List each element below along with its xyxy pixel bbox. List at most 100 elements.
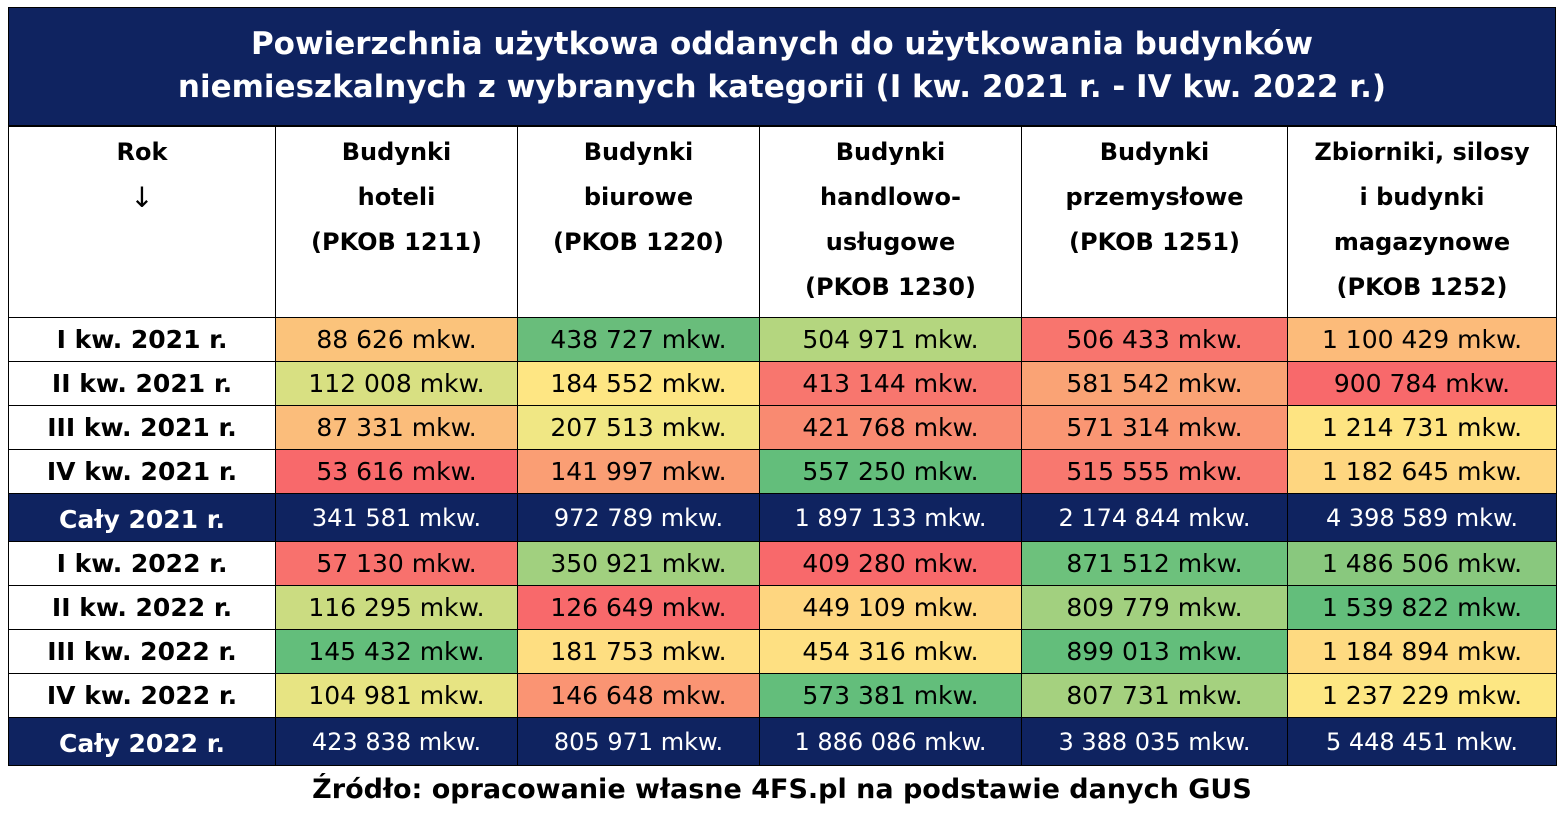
table-cell: 972 789 mkw. bbox=[517, 493, 760, 542]
title-line-2: niemieszkalnych z wybranych kategorii (I… bbox=[177, 69, 1387, 105]
row-label: Cały 2021 r. bbox=[8, 493, 276, 542]
header-col-biurowe: Budynki biurowe (PKOB 1220) bbox=[517, 126, 760, 318]
table-cell: 504 971 mkw. bbox=[759, 317, 1022, 362]
table-cell: 126 649 mkw. bbox=[517, 585, 760, 630]
header-line: Budynki bbox=[1099, 138, 1210, 166]
row-label: IV kw. 2022 r. bbox=[8, 673, 276, 718]
table-row: IV kw. 2022 r. 104 981 mkw. 146 648 mkw. 57… bbox=[8, 673, 1557, 718]
row-label: IV kw. 2021 r. bbox=[8, 449, 276, 494]
header-rok: Rok ↓ bbox=[8, 126, 276, 318]
table-cell: 423 838 mkw. bbox=[275, 717, 518, 766]
table-cell: 184 552 mkw. bbox=[517, 361, 760, 406]
table-cell: 57 130 mkw. bbox=[275, 541, 518, 586]
table-cell: 900 784 mkw. bbox=[1287, 361, 1557, 406]
table-row: III kw. 2021 r. 87 331 mkw. 207 513 mkw. 42… bbox=[8, 405, 1557, 450]
table-cell: 506 433 mkw. bbox=[1021, 317, 1288, 362]
header-col-hoteli: Budynki hoteli (PKOB 1211) bbox=[275, 126, 518, 318]
table-body: I kw. 2021 r. 88 626 mkw. 438 727 mkw. 504 … bbox=[8, 317, 1557, 766]
table-cell: 141 997 mkw. bbox=[517, 449, 760, 494]
table-cell: 145 432 mkw. bbox=[275, 629, 518, 674]
row-label: II kw. 2021 r. bbox=[8, 361, 276, 406]
header-col-przemyslowe: Budynki przemysłowe (PKOB 1251) bbox=[1021, 126, 1288, 318]
table-cell: 1 886 086 mkw. bbox=[759, 717, 1022, 766]
table-cell: 1 237 229 mkw. bbox=[1287, 673, 1557, 718]
table-cell: 1 184 894 mkw. bbox=[1287, 629, 1557, 674]
table-row: IV kw. 2021 r. 53 616 mkw. 141 997 mkw. 557… bbox=[8, 449, 1557, 494]
title-line-1: Powierzchnia użytkowa oddanych do użytko… bbox=[250, 26, 1314, 62]
table-cell: 571 314 mkw. bbox=[1021, 405, 1288, 450]
table-cell: 1 486 506 mkw. bbox=[1287, 541, 1557, 586]
header-line: Budynki bbox=[341, 138, 452, 166]
table-cell: 1 182 645 mkw. bbox=[1287, 449, 1557, 494]
header-line: handlowo- bbox=[820, 183, 961, 211]
header-rok-label: Rok bbox=[116, 138, 168, 166]
source-note: Źródło: opracowanie własne 4FS.pl na pod… bbox=[312, 774, 1252, 805]
table-cell: 454 316 mkw. bbox=[759, 629, 1022, 674]
table-cell: 87 331 mkw. bbox=[275, 405, 518, 450]
table-cell: 2 174 844 mkw. bbox=[1021, 493, 1288, 542]
header-line: usługowe bbox=[825, 228, 956, 256]
row-label: III kw. 2022 r. bbox=[8, 629, 276, 674]
table-cell: 557 250 mkw. bbox=[759, 449, 1022, 494]
header-line: hoteli bbox=[357, 183, 436, 211]
header-line: (PKOB 1230) bbox=[805, 273, 976, 301]
table-cell: 1 897 133 mkw. bbox=[759, 493, 1022, 542]
header-line: (PKOB 1251) bbox=[1069, 228, 1240, 256]
header-row: Rok ↓ Budynki hoteli (PKOB 1211) Budynki bi… bbox=[8, 126, 1557, 318]
table-row: II kw. 2021 r. 112 008 mkw. 184 552 mkw. 41… bbox=[8, 361, 1557, 406]
table-cell: 112 008 mkw. bbox=[275, 361, 518, 406]
table-cell: 899 013 mkw. bbox=[1021, 629, 1288, 674]
table-cell: 53 616 mkw. bbox=[275, 449, 518, 494]
table-cell: 350 921 mkw. bbox=[517, 541, 760, 586]
table-cell: 341 581 mkw. bbox=[275, 493, 518, 542]
table-row: II kw. 2022 r. 116 295 mkw. 126 649 mkw. 44… bbox=[8, 585, 1557, 630]
table-cell: 871 512 mkw. bbox=[1021, 541, 1288, 586]
table-cell: 1 214 731 mkw. bbox=[1287, 405, 1557, 450]
header-line: przemysłowe bbox=[1065, 183, 1244, 211]
table-container: Powierzchnia użytkowa oddanych do użytko… bbox=[8, 7, 1557, 814]
table-cell: 3 388 035 mkw. bbox=[1021, 717, 1288, 766]
row-label: I kw. 2022 r. bbox=[8, 541, 276, 586]
row-label: III kw. 2021 r. bbox=[8, 405, 276, 450]
table-cell: 409 280 mkw. bbox=[759, 541, 1022, 586]
table-row: I kw. 2022 r. 57 130 mkw. 350 921 mkw. 409 … bbox=[8, 541, 1557, 586]
row-label: Cały 2022 r. bbox=[8, 717, 276, 766]
total-row: Cały 2022 r. 423 838 mkw. 805 971 mkw. 1 88… bbox=[8, 717, 1557, 766]
table-cell: 413 144 mkw. bbox=[759, 361, 1022, 406]
row-label: I kw. 2021 r. bbox=[8, 317, 276, 362]
table-cell: 809 779 mkw. bbox=[1021, 585, 1288, 630]
table-cell: 4 398 589 mkw. bbox=[1287, 493, 1557, 542]
table-cell: 515 555 mkw. bbox=[1021, 449, 1288, 494]
header-line: (PKOB 1211) bbox=[311, 228, 482, 256]
table-row: I kw. 2021 r. 88 626 mkw. 438 727 mkw. 504 … bbox=[8, 317, 1557, 362]
header-line: Budynki bbox=[835, 138, 946, 166]
header-line: Zbiorniki, silosy bbox=[1314, 138, 1530, 166]
table-cell: 116 295 mkw. bbox=[275, 585, 518, 630]
table-cell: 181 753 mkw. bbox=[517, 629, 760, 674]
table-cell: 5 448 451 mkw. bbox=[1287, 717, 1557, 766]
table-title: Powierzchnia użytkowa oddanych do użytko… bbox=[8, 7, 1556, 126]
data-table: Rok ↓ Budynki hoteli (PKOB 1211) Budynki bi… bbox=[8, 126, 1557, 766]
header-line: Budynki bbox=[583, 138, 694, 166]
table-cell: 1 539 822 mkw. bbox=[1287, 585, 1557, 630]
table-cell: 573 381 mkw. bbox=[759, 673, 1022, 718]
table-cell: 1 100 429 mkw. bbox=[1287, 317, 1557, 362]
table-cell: 449 109 mkw. bbox=[759, 585, 1022, 630]
table-cell: 104 981 mkw. bbox=[275, 673, 518, 718]
header-line: i budynki bbox=[1359, 183, 1485, 211]
header-line: (PKOB 1220) bbox=[553, 228, 724, 256]
table-cell: 421 768 mkw. bbox=[759, 405, 1022, 450]
header-line: magazynowe bbox=[1333, 228, 1511, 256]
header-line: (PKOB 1252) bbox=[1336, 273, 1508, 301]
total-row: Cały 2021 r. 341 581 mkw. 972 789 mkw. 1 89… bbox=[8, 493, 1557, 542]
header-col-handlowo-uslugowe: Budynki handlowo-usługowe (PKOB 1230) bbox=[759, 126, 1022, 318]
table-cell: 438 727 mkw. bbox=[517, 317, 760, 362]
header-line: biurowe bbox=[583, 183, 694, 211]
table-cell: 581 542 mkw. bbox=[1021, 361, 1288, 406]
table-row: III kw. 2022 r. 145 432 mkw. 181 753 mkw. 4… bbox=[8, 629, 1557, 674]
table-cell: 146 648 mkw. bbox=[517, 673, 760, 718]
table-cell: 88 626 mkw. bbox=[275, 317, 518, 362]
arrow-down-icon: ↓ bbox=[130, 181, 154, 214]
row-label: II kw. 2022 r. bbox=[8, 585, 276, 630]
table-cell: 207 513 mkw. bbox=[517, 405, 760, 450]
